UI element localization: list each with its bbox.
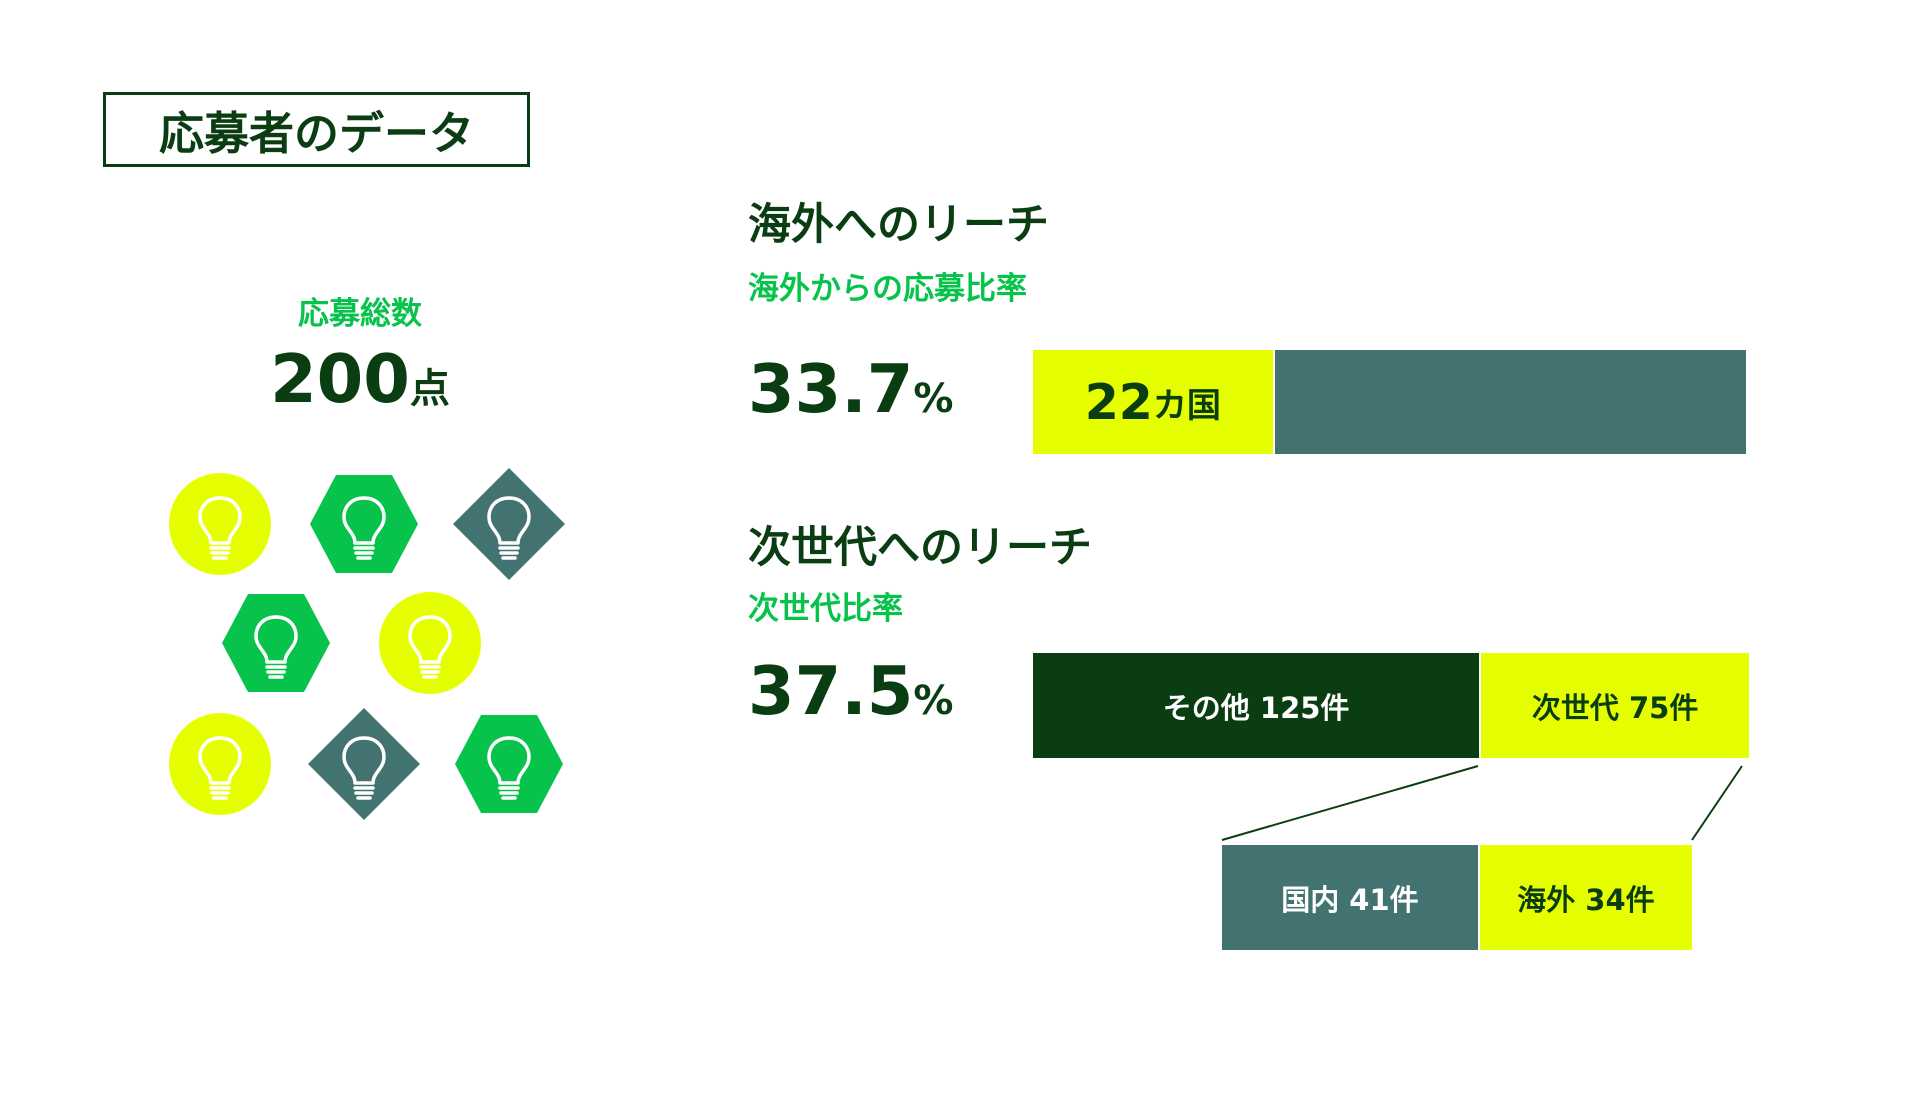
- overseas-bar: 22 カ国: [1033, 350, 1746, 454]
- lightbulb-icon: [254, 615, 298, 679]
- other-label: その他 125件: [1162, 690, 1350, 725]
- total-label: 応募総数: [298, 296, 422, 332]
- nextgen-bar-segment: 次世代 75件: [1479, 653, 1749, 758]
- overseas-pct-sign: %: [913, 376, 954, 422]
- icon-hexagon: [453, 708, 565, 820]
- lightbulb-icon: [487, 736, 531, 800]
- nextgen-subtitle: 次世代比率: [748, 591, 903, 627]
- total-unit: 点: [409, 366, 450, 412]
- nextgen-bar: その他 125件 次世代 75件: [1033, 653, 1749, 758]
- nextgen-pct-sign: %: [913, 678, 954, 724]
- overseas-subtitle: 海外からの応募比率: [748, 271, 1027, 307]
- overseas-percentage: 33.7%: [748, 350, 953, 428]
- overseas-pct-value: 33.7: [748, 350, 914, 428]
- overseas-label: 海外 34件: [1517, 882, 1655, 917]
- lightbulb-icon: [342, 496, 386, 560]
- lightbulb-icon: [198, 736, 242, 800]
- icon-circle: [164, 708, 276, 820]
- nextgen-percentage: 37.5%: [748, 652, 953, 730]
- icon-hexagon: [308, 468, 420, 580]
- total-value: 200: [270, 340, 410, 418]
- icon-circle: [164, 468, 276, 580]
- nextgen-label: 次世代 75件: [1531, 690, 1699, 725]
- domestic-bar-segment: [1272, 350, 1746, 454]
- icon-hexagon: [220, 587, 332, 699]
- nextgen-title: 次世代へのリーチ: [748, 523, 1092, 573]
- total-count: 200点: [220, 340, 500, 418]
- overseas-breakdown-segment: 海外 34件: [1477, 845, 1692, 950]
- nextgen-pct-value: 37.5: [748, 652, 914, 730]
- domestic-breakdown-segment: 国内 41件: [1222, 845, 1478, 950]
- lightbulb-icon: [198, 496, 242, 560]
- icon-diamond: [453, 468, 565, 580]
- icon-diamond: [308, 708, 420, 820]
- countries-value: 22: [1084, 373, 1153, 431]
- domestic-label: 国内 41件: [1281, 882, 1419, 917]
- lightbulb-icon: [342, 736, 386, 800]
- overseas-title: 海外へのリーチ: [748, 200, 1049, 250]
- lightbulb-icon: [408, 615, 452, 679]
- countries-unit: カ国: [1152, 385, 1221, 426]
- other-bar-segment: その他 125件: [1033, 653, 1480, 758]
- icon-circle: [374, 587, 486, 699]
- lightbulb-icon: [487, 496, 531, 560]
- connector-line-left: [1221, 765, 1479, 841]
- overseas-bar-segment: 22 カ国: [1033, 350, 1273, 454]
- page-title: 応募者のデータ: [103, 92, 530, 167]
- breakdown-bar: 国内 41件 海外 34件: [1222, 845, 1692, 950]
- connector-line-right: [1691, 765, 1743, 841]
